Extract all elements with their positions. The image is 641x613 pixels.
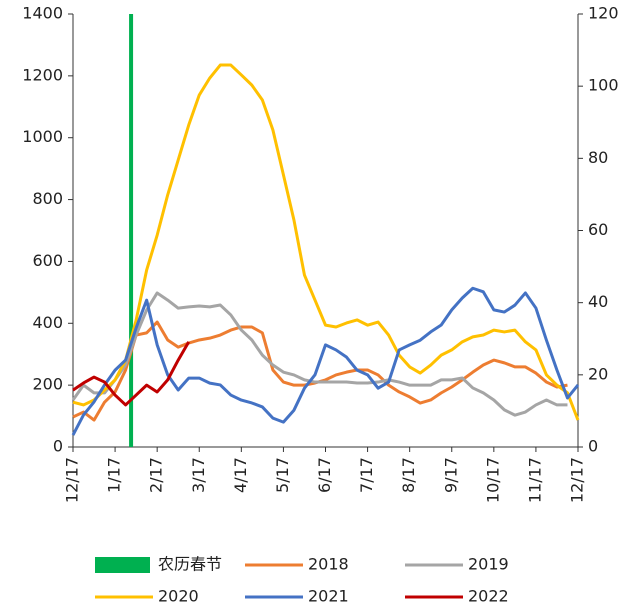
- y2-tick-label: 80: [588, 148, 608, 167]
- series-line: [72, 341, 191, 407]
- series-line: [72, 63, 580, 421]
- legend-swatch: [95, 557, 150, 573]
- series-line: [71, 291, 568, 417]
- y2-tick-label: 100: [588, 76, 619, 95]
- x-tick-label: 9/17: [441, 457, 460, 493]
- legend-label: 2019: [468, 555, 509, 574]
- legend-label: 2021: [308, 587, 349, 606]
- y-tick-label: 600: [32, 251, 63, 270]
- series-line: [72, 320, 568, 422]
- y-tick-label: 0: [53, 437, 63, 456]
- x-tick-label: 1/17: [105, 457, 124, 493]
- y-tick-label: 200: [32, 375, 63, 394]
- y2-tick-label: 20: [588, 364, 608, 383]
- y2-tick-label: 40: [588, 292, 608, 311]
- y2-tick-label: 120: [588, 4, 619, 23]
- x-tick-label: 3/17: [189, 457, 208, 493]
- y-tick-label: 800: [32, 189, 63, 208]
- x-tick-label: 4/17: [231, 457, 250, 493]
- x-tick-label: 5/17: [273, 457, 292, 493]
- x-tick-label: 6/17: [315, 457, 334, 493]
- y-tick-label: 1200: [22, 65, 63, 84]
- x-tick-label: 12/17: [568, 457, 587, 503]
- legend-label: 2022: [468, 587, 509, 606]
- legend-label: 2020: [158, 587, 199, 606]
- y-tick-label: 1400: [22, 4, 63, 23]
- series-line: [71, 286, 580, 436]
- y2-tick-label: 60: [588, 220, 608, 239]
- y2-tick-label: 0: [588, 437, 598, 456]
- y-tick-label: 1000: [22, 127, 63, 146]
- x-tick-label: 12/17: [63, 457, 82, 503]
- y-tick-label: 400: [32, 313, 63, 332]
- x-tick-label: 7/17: [357, 457, 376, 493]
- x-tick-label: 10/17: [483, 457, 502, 503]
- legend-label: 2018: [308, 555, 349, 574]
- x-tick-label: 2/17: [147, 457, 166, 493]
- x-tick-label: 8/17: [399, 457, 418, 493]
- x-tick-label: 11/17: [525, 457, 544, 503]
- legend-label: 农历春节: [158, 555, 222, 574]
